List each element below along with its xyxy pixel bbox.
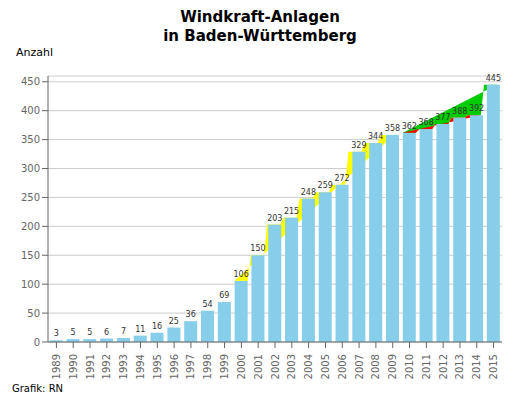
svg-text:1995: 1995: [152, 354, 163, 379]
svg-text:1990: 1990: [68, 354, 79, 379]
svg-text:358: 358: [385, 124, 400, 133]
svg-text:2009: 2009: [387, 354, 398, 379]
svg-text:150: 150: [250, 244, 265, 253]
svg-text:1996: 1996: [169, 354, 180, 379]
svg-text:16: 16: [152, 322, 162, 331]
svg-text:368: 368: [418, 118, 433, 127]
svg-text:388: 388: [452, 107, 467, 116]
svg-text:150: 150: [21, 250, 40, 261]
svg-text:25: 25: [169, 317, 179, 326]
svg-text:6: 6: [104, 328, 109, 337]
svg-text:392: 392: [469, 104, 484, 113]
svg-text:54: 54: [202, 300, 212, 309]
html-text:Anzahl: Anzahl: [16, 46, 53, 59]
svg-text:1993: 1993: [118, 354, 129, 379]
svg-text:344: 344: [368, 132, 383, 141]
svg-text:350: 350: [21, 134, 40, 145]
svg-text:300: 300: [21, 163, 40, 174]
svg-text:2015: 2015: [488, 354, 499, 379]
svg-text:400: 400: [21, 105, 40, 116]
svg-text:50: 50: [27, 308, 40, 319]
svg-text:7: 7: [121, 327, 126, 336]
svg-text:1992: 1992: [101, 354, 112, 379]
svg-text:2001: 2001: [253, 354, 264, 379]
svg-text:3: 3: [54, 329, 59, 338]
html-text:in Baden-Württemberg: in Baden-Württemberg: [163, 27, 357, 45]
svg-text:1999: 1999: [219, 354, 230, 379]
svg-text:329: 329: [351, 141, 366, 150]
svg-text:2006: 2006: [337, 354, 348, 379]
svg-text:2003: 2003: [286, 354, 297, 379]
svg-text:2012: 2012: [438, 354, 449, 379]
svg-text:362: 362: [402, 122, 417, 131]
svg-text:1994: 1994: [135, 354, 146, 379]
svg-text:200: 200: [21, 221, 40, 232]
svg-text:5: 5: [87, 328, 92, 337]
svg-text:2014: 2014: [471, 354, 482, 379]
svg-text:2008: 2008: [370, 354, 381, 379]
svg-text:36: 36: [186, 310, 196, 319]
svg-text:1997: 1997: [185, 354, 196, 379]
svg-text:2007: 2007: [354, 354, 365, 379]
svg-text:2011: 2011: [421, 354, 432, 379]
svg-text:272: 272: [334, 174, 349, 183]
svg-text:2000: 2000: [236, 354, 247, 379]
svg-text:248: 248: [301, 188, 316, 197]
svg-text:2013: 2013: [454, 354, 465, 379]
html-text:Grafik: RN: Grafik: RN: [12, 383, 64, 394]
svg-text:445: 445: [486, 74, 501, 83]
svg-text:450: 450: [21, 76, 40, 87]
svg-text:100: 100: [21, 279, 40, 290]
svg-text:259: 259: [318, 181, 333, 190]
svg-text:2005: 2005: [320, 354, 331, 379]
svg-text:1989: 1989: [51, 354, 62, 379]
svg-text:377: 377: [435, 113, 450, 122]
svg-text:106: 106: [234, 270, 249, 279]
svg-text:11: 11: [135, 325, 145, 334]
svg-text:2002: 2002: [270, 354, 281, 379]
svg-text:5: 5: [70, 328, 75, 337]
svg-text:1991: 1991: [85, 354, 96, 379]
svg-text:0: 0: [34, 337, 40, 348]
svg-text:215: 215: [284, 207, 299, 216]
svg-text:2004: 2004: [303, 354, 314, 379]
html-text:Windkraft-Anlagen: Windkraft-Anlagen: [180, 8, 340, 26]
svg-text:250: 250: [21, 192, 40, 203]
svg-text:69: 69: [219, 291, 229, 300]
svg-text:2010: 2010: [404, 354, 415, 379]
svg-text:1998: 1998: [202, 354, 213, 379]
svg-text:203: 203: [267, 214, 282, 223]
